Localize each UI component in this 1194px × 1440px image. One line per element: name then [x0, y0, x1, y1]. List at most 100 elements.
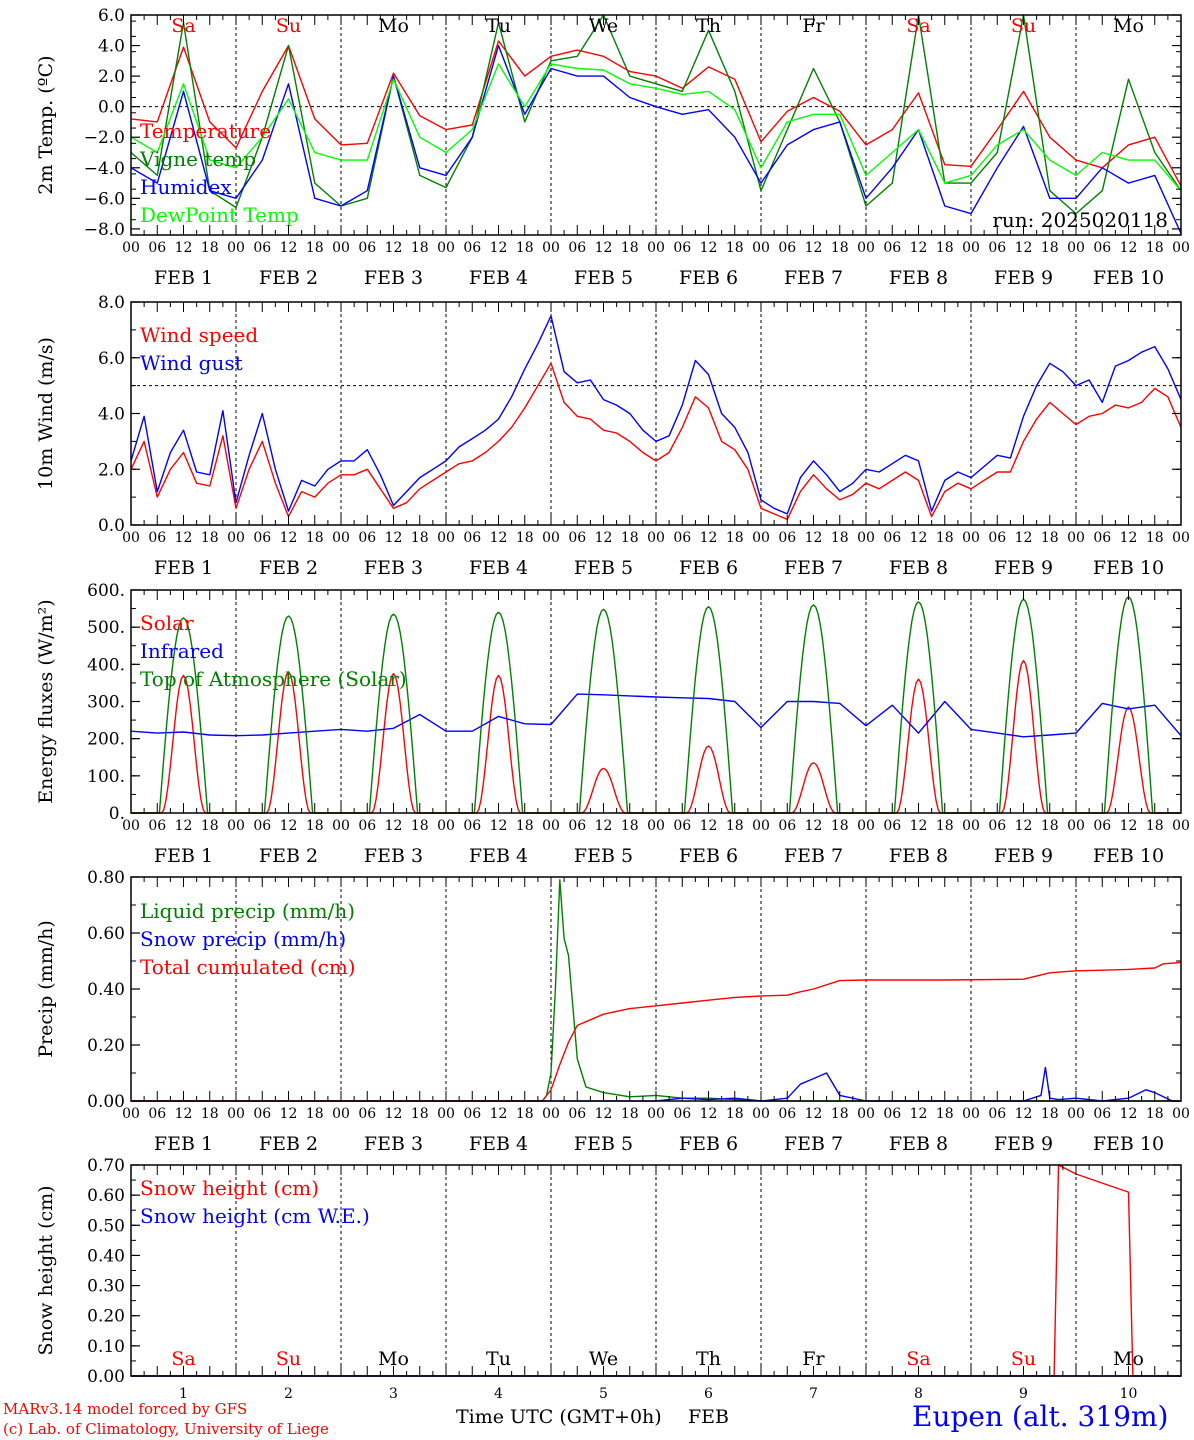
day-name-label: Mo [378, 15, 409, 37]
y-tick-label: 0.20 [87, 1036, 125, 1056]
x-hour-label: 06 [1093, 530, 1111, 546]
x-hour-label: 00 [227, 240, 245, 256]
series-line-vigne-temp [130, 14, 1182, 215]
credit-line-2: (c) Lab. of Climatology, University of L… [3, 1420, 329, 1438]
x-hour-label: 06 [148, 1106, 166, 1122]
x-day-number: 1 [179, 1386, 188, 1402]
x-hour-label: 06 [1093, 1106, 1111, 1122]
y-tick-label: 300. [87, 693, 125, 713]
x-date-label: FEB 2 [259, 1133, 318, 1155]
x-hour-label: 12 [595, 240, 613, 256]
x-hour-label: 18 [831, 1106, 849, 1122]
y-tick-label: 0.60 [87, 1186, 125, 1206]
x-date-label: FEB 3 [364, 1133, 423, 1155]
x-hour-label: 18 [1146, 530, 1164, 546]
x-hour-label: 12 [595, 818, 613, 834]
x-hour-label: 06 [988, 240, 1006, 256]
x-date-label: FEB 7 [784, 845, 843, 867]
x-hour-label: 12 [175, 1106, 193, 1122]
y-tick-label: −6.0 [84, 189, 125, 209]
x-hour-label: 18 [201, 240, 219, 256]
day-name-label: Mo [1113, 15, 1144, 37]
x-hour-label: 18 [1041, 1106, 1059, 1122]
y-tick-label: 0.10 [87, 1337, 125, 1357]
y-tick-label: 8.0 [98, 293, 125, 313]
x-hour-label: 12 [700, 240, 718, 256]
x-hour-label: 18 [936, 818, 954, 834]
day-name-label: Mo [1113, 1348, 1144, 1370]
y-tick-label: 0.20 [87, 1307, 125, 1327]
day-name-label: We [589, 15, 618, 37]
day-name-label: Fr [802, 1348, 825, 1370]
x-hour-label: 12 [490, 240, 508, 256]
x-date-label: FEB 2 [259, 267, 318, 289]
x-hour-label: 06 [988, 1106, 1006, 1122]
legend-entry-temperature: Temperature [140, 119, 271, 143]
plot-frame [130, 589, 1182, 814]
x-hour-label: 12 [595, 530, 613, 546]
x-hour-label: 12 [805, 1106, 823, 1122]
x-hour-label: 12 [490, 530, 508, 546]
y-tick-label: −2.0 [84, 128, 125, 148]
x-hour-label: 18 [201, 1106, 219, 1122]
x-date-label: FEB 9 [994, 1133, 1053, 1155]
y-tick-label: 0.80 [87, 868, 125, 888]
y-tick-label: 500. [87, 618, 125, 638]
day-name-label: Th [696, 1348, 721, 1370]
x-date-label: FEB 1 [154, 1133, 213, 1155]
x-hour-label: 12 [385, 240, 403, 256]
x-hour-label: 06 [253, 240, 271, 256]
legend-entry-humidex: Humidex [140, 175, 232, 199]
y-tick-label: 200. [87, 730, 125, 750]
x-hour-label: 00 [437, 530, 455, 546]
x-hour-label: 18 [936, 530, 954, 546]
x-hour-label: 18 [1146, 818, 1164, 834]
x-hour-label: 06 [148, 240, 166, 256]
x-date-label: FEB 3 [364, 557, 423, 579]
x-hour-label: 12 [910, 1106, 928, 1122]
x-hour-label: 18 [1146, 240, 1164, 256]
x-hour-label: 12 [700, 1106, 718, 1122]
day-name-label: We [589, 1348, 618, 1370]
x-hour-label: 06 [883, 530, 901, 546]
x-hour-label: 18 [306, 818, 324, 834]
legend-entry-dewpoint-temp: DewPoint Temp [140, 203, 299, 227]
x-hour-label: 06 [883, 1106, 901, 1122]
x-hour-label: 06 [568, 240, 586, 256]
legend-entry-liquid-precip-mm-h: Liquid precip (mm/h) [140, 899, 355, 923]
x-hour-label: 12 [385, 530, 403, 546]
x-hour-label: 12 [490, 818, 508, 834]
x-hour-label: 18 [411, 240, 429, 256]
x-hour-label: 18 [201, 530, 219, 546]
x-day-number: 5 [599, 1386, 608, 1402]
y-axis-label: 10m Wind (m/s) [35, 337, 57, 490]
x-hour-label: 00 [122, 240, 140, 256]
x-hour-label: 18 [516, 240, 534, 256]
x-date-label: FEB 5 [574, 1133, 633, 1155]
x-hour-label: 18 [306, 530, 324, 546]
x-hour-label: 00 [962, 1106, 980, 1122]
x-hour-label: 00 [962, 240, 980, 256]
x-hour-label: 18 [621, 240, 639, 256]
x-hour-label: 12 [1015, 1106, 1033, 1122]
x-hour-label: 12 [175, 240, 193, 256]
x-date-label: FEB 2 [259, 845, 318, 867]
series-line-wind-speed [130, 362, 1182, 521]
legend-entry-infrared: Infrared [140, 639, 224, 663]
x-hour-label: 00 [1067, 818, 1085, 834]
x-hour-label: 00 [1067, 1106, 1085, 1122]
x-hour-label: 00 [542, 818, 560, 834]
x-hour-label: 06 [463, 240, 481, 256]
x-hour-label: 06 [568, 530, 586, 546]
x-date-label: FEB 8 [889, 845, 948, 867]
x-day-number: 2 [284, 1386, 293, 1402]
series-line-dewpoint-temp [130, 63, 1182, 192]
y-tick-label: 400. [87, 655, 125, 675]
x-date-label: FEB 6 [679, 845, 738, 867]
x-hour-label: 06 [253, 530, 271, 546]
credit-line-1: MARv3.14 model forced by GFS [3, 1400, 248, 1418]
y-axis-label: Snow height (cm) [35, 1185, 57, 1355]
run-label: run: 2025020118 [992, 208, 1168, 232]
x-hour-label: 18 [726, 530, 744, 546]
x-day-number: 7 [809, 1386, 818, 1402]
